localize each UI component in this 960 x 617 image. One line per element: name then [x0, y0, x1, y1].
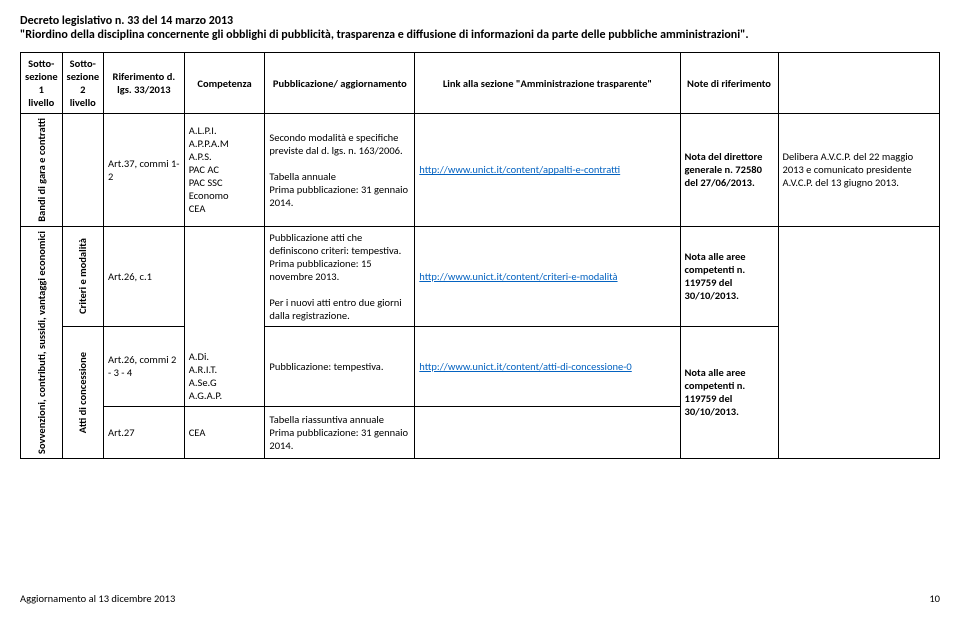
- col-link: Link alla sezione "Amministrazione trasp…: [415, 53, 680, 114]
- cell-pub-r2a: Pubblicazione atti che definiscono crite…: [265, 226, 415, 326]
- cell-comp-r2-top: A.Di. A.R.I.T. A.Se.G A.G.A.P.: [184, 226, 265, 406]
- cell-extra-r2: [778, 226, 940, 458]
- cell-rif-r2c: Art.27: [104, 406, 185, 458]
- cell-link-r2a: http://www.unict.it/content/criteri-e-mo…: [415, 226, 680, 326]
- col-sez1: Sotto-sezione 1 livello: [21, 53, 63, 114]
- link-criteri[interactable]: http://www.unict.it/content/criteri-e-mo…: [419, 270, 617, 283]
- cell-comp-r1: A.L.P.I. A.P.P.A.M A.P.S. PAC AC PAC SSC…: [184, 114, 265, 227]
- main-table: Sotto-sezione 1 livello Sotto-sezione 2 …: [20, 52, 940, 459]
- vtext-sovvenzioni: Sovvenzioni, contributi, sussidi, vantag…: [35, 231, 48, 454]
- cell-sez2-empty: [62, 114, 104, 227]
- cell-note-r1: Nota del direttore generale n. 72580 del…: [680, 114, 778, 227]
- footer-right: 10: [929, 592, 940, 605]
- cell-extra-r1: Delibera A.V.C.P. del 22 maggio 2013 e c…: [778, 114, 940, 227]
- vtext-atti: Atti di concessione: [76, 352, 89, 433]
- cell-link-r2b: http://www.unict.it/content/atti-di-conc…: [415, 326, 680, 406]
- table-row: Sovvenzioni, contributi, sussidi, vantag…: [21, 226, 940, 326]
- col-comp: Competenza: [184, 53, 265, 114]
- col-pub: Pubblicazione/ aggiornamento: [265, 53, 415, 114]
- cell-note-r2b: Nota alle aree competenti n. 119759 del …: [680, 326, 778, 458]
- cell-link-r1: http://www.unict.it/content/appalti-e-co…: [415, 114, 680, 227]
- cell-comp-r2-bot: CEA: [184, 406, 265, 458]
- cell-pub-r2c: Tabella riassuntiva annuale Prima pubbli…: [265, 406, 415, 458]
- cell-sez1-bandi: Bandi di gara e contratti: [21, 114, 63, 227]
- cell-rif-r2a: Art.26, c.1: [104, 226, 185, 326]
- footer-left: Aggiornamento al 13 dicembre 2013: [20, 592, 175, 605]
- header-subtitle: "Riordino della disciplina concernente g…: [20, 28, 940, 42]
- cell-pub-r1: Secondo modalità e specifiche previste d…: [265, 114, 415, 227]
- header-title: Decreto legislativo n. 33 del 14 marzo 2…: [20, 14, 940, 28]
- col-note: Note di riferimento: [680, 53, 778, 114]
- cell-rif-r1: Art.37, commi 1- 2: [104, 114, 185, 227]
- link-appalti[interactable]: http://www.unict.it/content/appalti-e-co…: [419, 163, 620, 176]
- cell-rif-r2b: Art.26, commi 2 - 3 - 4: [104, 326, 185, 406]
- cell-sez2-criteri: Criteri e modalità: [62, 226, 104, 326]
- cell-note-r2a: Nota alle aree competenti n. 119759 del …: [680, 226, 778, 326]
- page-header: Decreto legislativo n. 33 del 14 marzo 2…: [20, 14, 940, 42]
- link-atti[interactable]: http://www.unict.it/content/atti-di-conc…: [419, 360, 631, 373]
- vtext-bandi: Bandi di gara e contratti: [35, 118, 48, 222]
- col-sez2: Sotto-sezione 2 livello: [62, 53, 104, 114]
- cell-pub-r2b: Pubblicazione: tempestiva.: [265, 326, 415, 406]
- cell-sez1-sovvenzioni: Sovvenzioni, contributi, sussidi, vantag…: [21, 226, 63, 458]
- col-extra: [778, 53, 940, 114]
- cell-link-r2c: [415, 406, 680, 458]
- table-row: Bandi di gara e contratti Art.37, commi …: [21, 114, 940, 227]
- cell-sez2-atti: Atti di concessione: [62, 326, 104, 458]
- table-header-row: Sotto-sezione 1 livello Sotto-sezione 2 …: [21, 53, 940, 114]
- col-rif: Riferimento d. lgs. 33/2013: [104, 53, 185, 114]
- vtext-criteri: Criteri e modalità: [76, 238, 89, 314]
